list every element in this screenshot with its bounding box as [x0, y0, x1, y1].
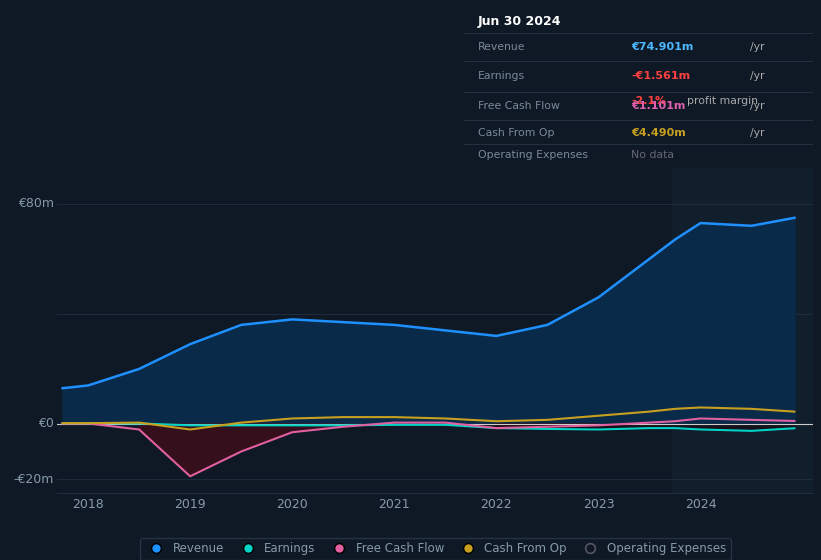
- Bar: [672, 168, 813, 493]
- Text: No data: No data: [631, 150, 674, 160]
- Text: Earnings: Earnings: [478, 72, 525, 81]
- Text: Operating Expenses: Operating Expenses: [478, 150, 588, 160]
- Legend: Revenue, Earnings, Free Cash Flow, Cash From Op, Operating Expenses: Revenue, Earnings, Free Cash Flow, Cash …: [140, 538, 731, 560]
- Text: /yr: /yr: [750, 101, 764, 111]
- Text: €74.901m: €74.901m: [631, 42, 694, 52]
- Text: €0: €0: [38, 418, 53, 431]
- Text: €80m: €80m: [18, 197, 53, 211]
- Text: /yr: /yr: [750, 128, 764, 138]
- Text: /yr: /yr: [750, 42, 764, 52]
- Text: Cash From Op: Cash From Op: [478, 128, 554, 138]
- Text: Revenue: Revenue: [478, 42, 525, 52]
- Text: -€1.561m: -€1.561m: [631, 72, 690, 81]
- Text: €1.101m: €1.101m: [631, 101, 686, 111]
- Text: -2.1%: -2.1%: [631, 96, 667, 106]
- Text: profit margin: profit margin: [687, 96, 758, 106]
- Text: Jun 30 2024: Jun 30 2024: [478, 15, 562, 28]
- Text: Free Cash Flow: Free Cash Flow: [478, 101, 560, 111]
- Text: €4.490m: €4.490m: [631, 128, 686, 138]
- Text: -€20m: -€20m: [13, 473, 53, 486]
- Text: /yr: /yr: [750, 72, 764, 81]
